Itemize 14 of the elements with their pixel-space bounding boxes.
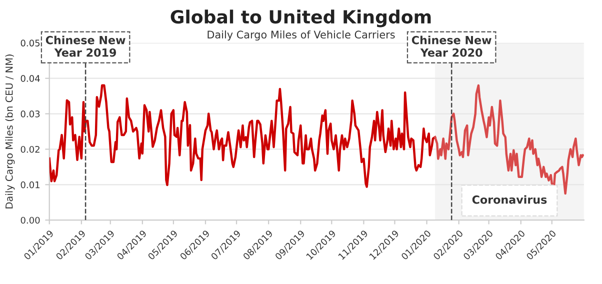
y-tick-label: 0.02 [20,146,40,153]
line-series [434,84,584,195]
y-tick-label: 0.05 [20,40,40,46]
y-tick-label: 0.01 [20,181,40,188]
y-tick-label: 0.03 [20,110,40,118]
ref-line-label: Chinese New Year 2020 [412,36,492,57]
y-tick-label: 0.04 [20,75,40,82]
line-series [49,84,436,188]
ref-line-label: Chinese New Year 2019 [46,36,126,57]
y-axis-title: Daily Cargo Miles (bn CEU / NM) [5,54,15,208]
y-tick-label: 0.00 [20,216,40,224]
chart-subtitle: Daily Cargo Miles of Vehicle Carriers [208,30,395,41]
chart-title: Global to United Kingdom [170,10,431,28]
band-label: Coronavirus [472,195,547,204]
